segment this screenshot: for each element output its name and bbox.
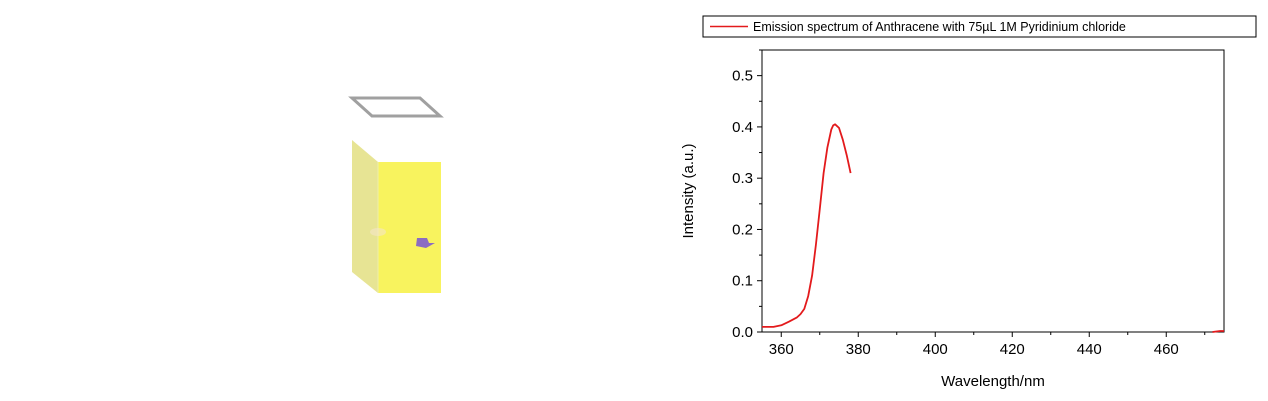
plot-frame [761,49,1225,333]
y-tick-label-1: 0.1 [732,273,753,290]
y-axis-title: Intensity (a.u.) [680,143,697,238]
x-tick-label-380: 380 [846,341,871,358]
y-tick-label-5: 0.5 [732,68,753,85]
x-axis-ticks: 360 380 400 420 440 460 [769,332,1206,358]
x-tick-label-420: 420 [1000,341,1025,358]
cuvette-side-face [352,140,378,293]
series-line-0-segment-1 [1212,330,1224,333]
y-axis-ticks: 0.0 0.1 0.2 0.3 0.4 0.5 [732,49,762,341]
legend-box [702,15,1257,38]
emission-spectrum-chart: Emission spectrum of Anthracene with 75µ… [680,15,1257,390]
x-tick-label-360: 360 [769,341,794,358]
cuvette-illustration-icon [348,96,444,293]
plot-area: 360 380 400 420 440 460 0.0 0.1 0.2 0.3 0.4 0.5 [732,49,1225,358]
series-line-0-segment-0 [762,123,852,328]
arrow-icon [416,238,435,248]
faint-beam-spot [370,228,386,236]
x-tick-label-400: 400 [923,341,948,358]
x-axis-title: Wavelength/nm [941,373,1045,390]
y-tick-label-4: 0.4 [732,119,753,136]
x-tick-label-460: 460 [1154,341,1179,358]
legend-label: Emission spectrum of Anthracene with 75µ… [753,20,1126,34]
cuvette-front-face [378,162,441,293]
series-layer [762,123,1224,333]
y-tick-label-0: 0.0 [732,324,753,341]
cuvette-lid [348,96,444,118]
y-tick-label-2: 0.2 [732,221,753,238]
x-tick-label-440: 440 [1077,341,1102,358]
y-tick-label-3: 0.3 [732,170,753,187]
legend: Emission spectrum of Anthracene with 75µ… [702,15,1257,38]
